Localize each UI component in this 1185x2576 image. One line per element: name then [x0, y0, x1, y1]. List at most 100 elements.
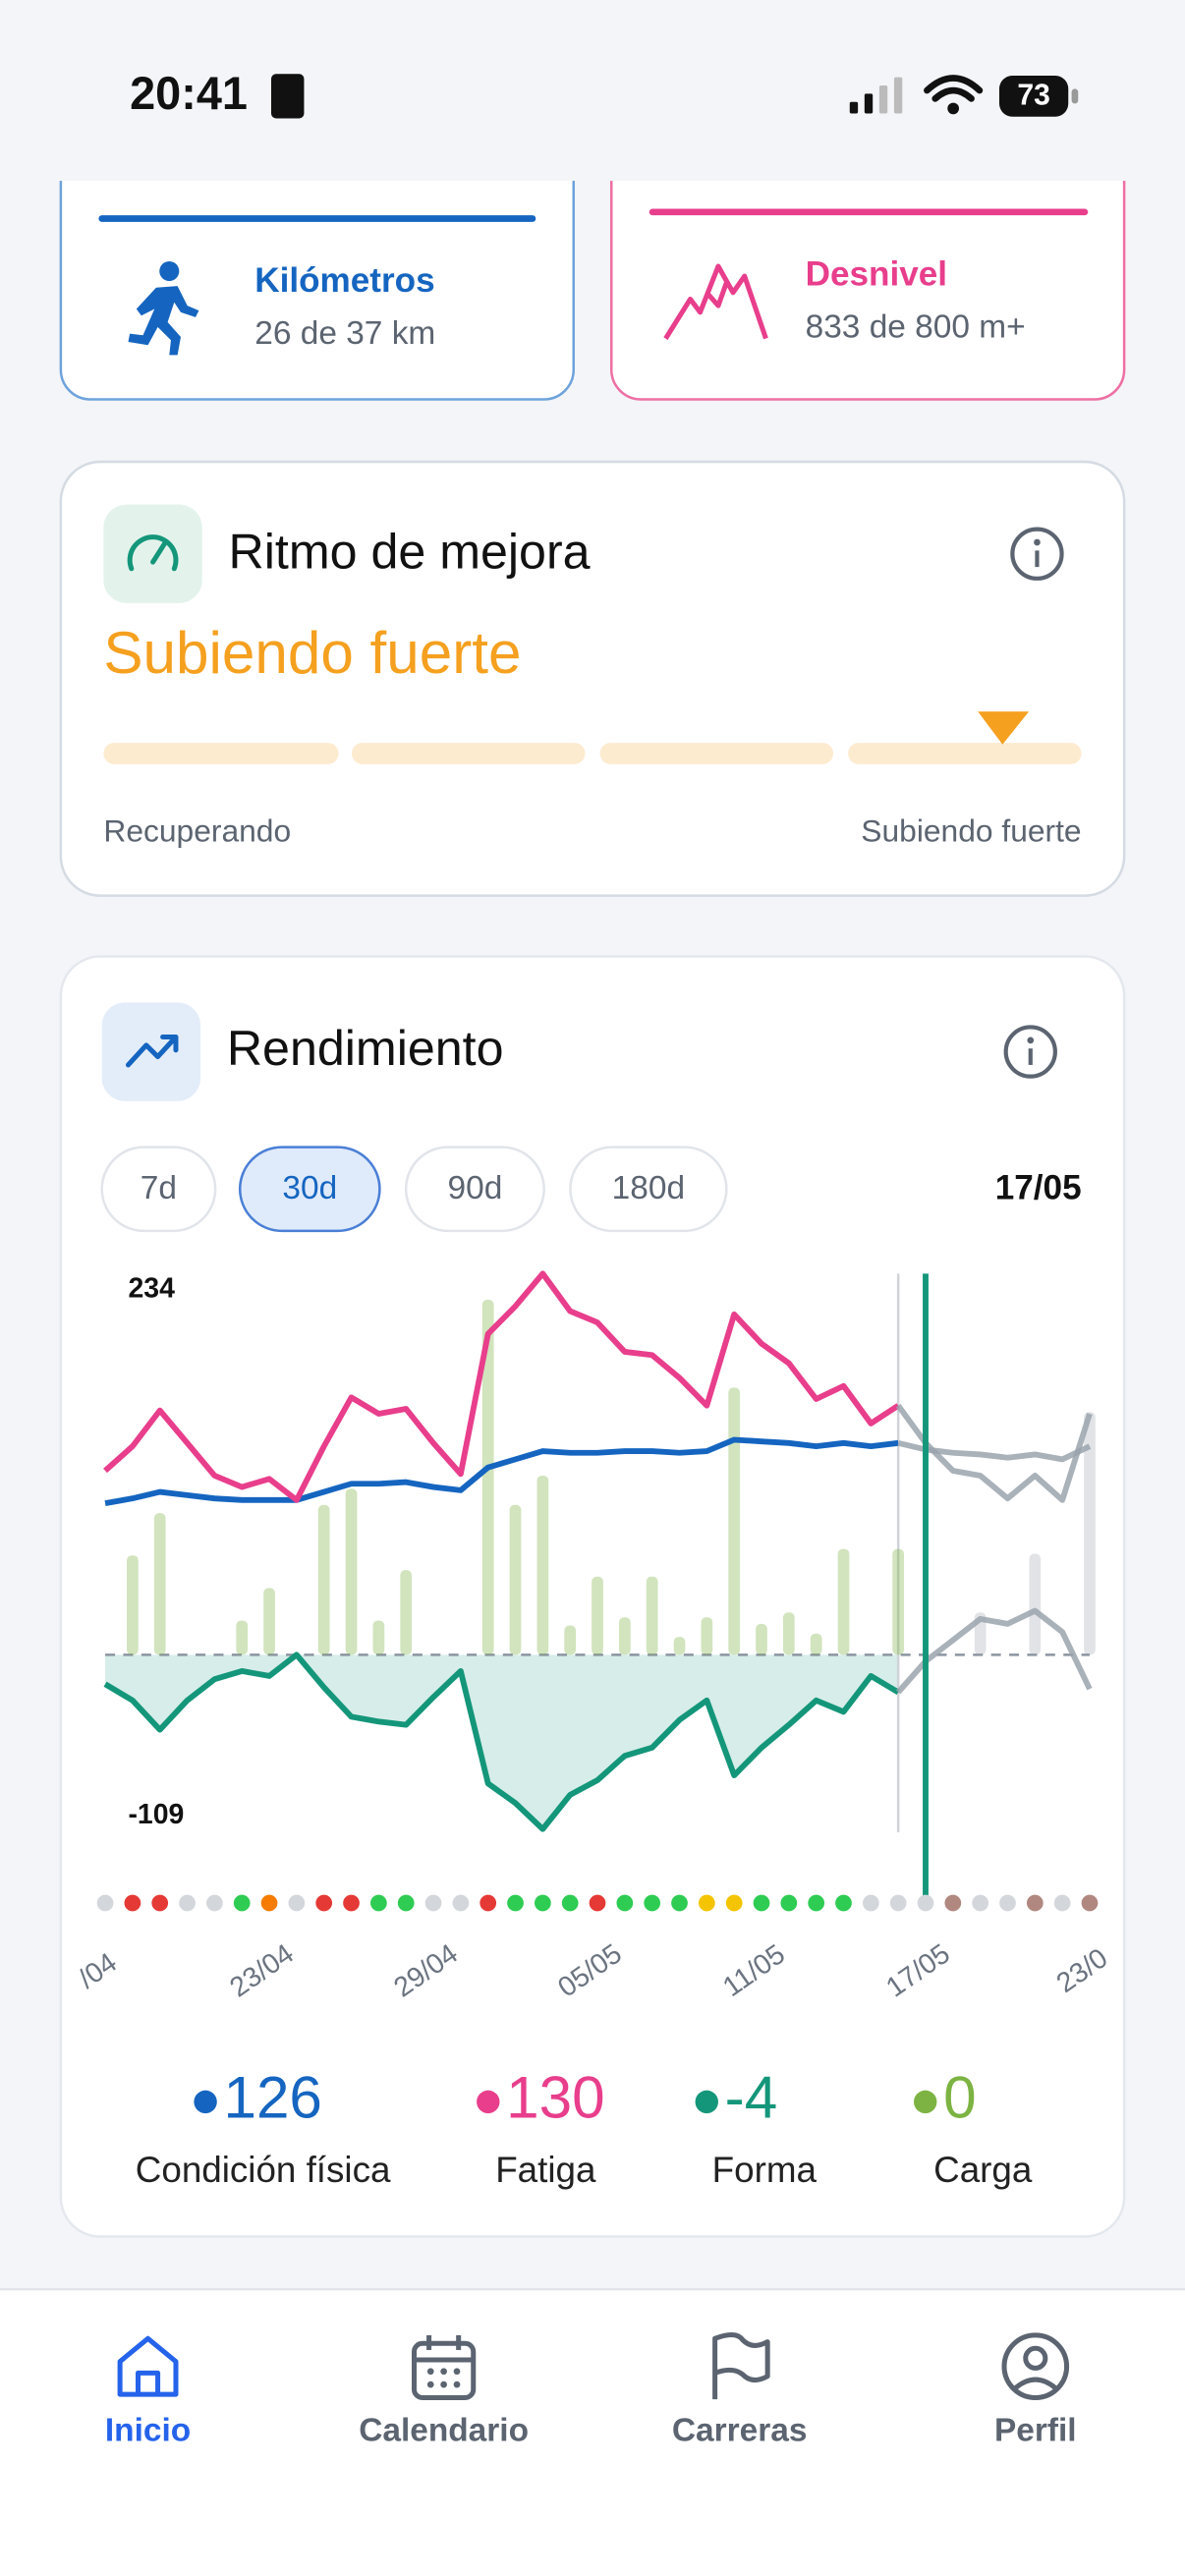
ritmo-marker — [978, 711, 1030, 745]
bar — [837, 1548, 850, 1655]
bar — [236, 1620, 249, 1655]
calendar-icon[interactable] — [412, 2334, 477, 2400]
scale-label: Subiendo fuerte — [861, 812, 1081, 848]
ritmo-status: Subiendo fuerte — [103, 619, 521, 686]
bar — [345, 1488, 358, 1655]
day-status-dot — [1081, 1894, 1099, 1912]
status-bar — [0, 0, 1185, 182]
legend-label: Carga — [933, 2150, 1033, 2190]
goal-label: Kilómetros — [254, 261, 434, 300]
flag-icon[interactable] — [712, 2331, 770, 2400]
summary-value: 0 — [943, 2063, 976, 2130]
selected-date: 17/05 — [995, 1168, 1082, 1206]
goal-detail: 833 de 800 m+ — [806, 308, 1026, 345]
day-status-dot — [124, 1894, 141, 1912]
bar — [400, 1570, 413, 1655]
ritmo-scale — [103, 743, 1082, 764]
runner-icon — [128, 260, 199, 356]
bar — [892, 1548, 905, 1655]
nav-labels: Inicio Calendario Carreras Perfil — [105, 2412, 1077, 2448]
bar — [317, 1504, 330, 1655]
status-time: 20:41 — [130, 68, 248, 119]
summary-value: 126 — [223, 2063, 321, 2130]
bar — [673, 1637, 686, 1655]
day-status-dot — [260, 1894, 278, 1912]
day-status-dot — [944, 1894, 962, 1912]
card-title: Ritmo de mejora — [229, 525, 591, 580]
status-icon — [270, 74, 305, 119]
day-status-dot — [561, 1894, 579, 1912]
goal-detail: 26 de 37 km — [254, 315, 435, 352]
legend-label: Condición física — [136, 2150, 391, 2190]
nav-label[interactable]: Perfil — [994, 2412, 1077, 2448]
summary-value: -4 — [725, 2063, 778, 2130]
bar — [756, 1623, 767, 1655]
gauge-icon — [127, 534, 179, 572]
legend-label: Fatiga — [495, 2150, 596, 2190]
day-status-dot — [1053, 1894, 1071, 1912]
bar — [509, 1504, 522, 1655]
series-line — [895, 1403, 1093, 1503]
y-tick-label: -109 — [128, 1799, 184, 1830]
scale-label: Recuperando — [103, 812, 291, 848]
ritmo-card — [59, 460, 1126, 897]
range-tab-label[interactable]: 7d — [141, 1170, 177, 1206]
day-status-dot — [917, 1894, 934, 1912]
day-status-dot — [179, 1894, 196, 1912]
bar — [372, 1620, 385, 1655]
chart: 234-109/04 23/04 29/04 05/05 11/05 17/05 23/01… — [73, 1270, 1113, 2190]
info-icon[interactable] — [1003, 1025, 1057, 1079]
series-line — [895, 1607, 1093, 1695]
calendar-dots — [426, 2368, 461, 2388]
day-status-dot — [999, 1894, 1016, 1912]
day-status-dot — [671, 1894, 688, 1912]
day-status-dot — [534, 1894, 551, 1912]
range-tab[interactable] — [404, 1146, 545, 1233]
range-tab-label[interactable]: 180d — [612, 1170, 685, 1206]
range-tab[interactable] — [569, 1146, 728, 1233]
bar — [592, 1576, 603, 1655]
legend-dot — [477, 2090, 500, 2114]
range-tab[interactable] — [100, 1146, 217, 1233]
day-status-dot — [725, 1894, 743, 1912]
goal-label: Desnivel — [806, 254, 947, 293]
day-status-dot — [507, 1894, 524, 1912]
range-tab[interactable] — [238, 1146, 381, 1233]
day-status-dot — [589, 1894, 606, 1912]
day-status-dot — [233, 1894, 251, 1912]
series-line — [104, 1436, 899, 1507]
bar — [564, 1625, 577, 1655]
card-title: Rendimiento — [227, 1021, 504, 1076]
nav-label[interactable]: Inicio — [105, 2412, 191, 2448]
day-status-dot — [370, 1894, 387, 1912]
bar — [618, 1617, 631, 1655]
day-status-dot — [835, 1894, 852, 1912]
profile-icon[interactable] — [1001, 2332, 1070, 2400]
home-icon[interactable] — [117, 2335, 179, 2397]
bar — [536, 1475, 549, 1655]
day-status-dot — [206, 1894, 223, 1912]
day-status-dot — [616, 1894, 634, 1912]
legend-dot — [194, 2090, 217, 2114]
nav-label[interactable]: Carreras — [672, 2412, 808, 2448]
summary-value: 130 — [506, 2063, 604, 2130]
battery-icon — [998, 75, 1069, 117]
bar — [1029, 1553, 1042, 1655]
legend-dot — [695, 2090, 718, 2114]
day-status-dot — [397, 1894, 415, 1912]
info-icon[interactable] — [1010, 527, 1064, 581]
day-status-dot — [480, 1894, 497, 1912]
day-status-dot — [315, 1894, 333, 1912]
day-status-dot — [753, 1894, 770, 1912]
series-line — [103, 1270, 900, 1503]
day-status-dot — [972, 1894, 989, 1912]
nav-label[interactable]: Calendario — [359, 2412, 529, 2448]
signal-icon — [849, 77, 903, 114]
range-tab-label[interactable]: 30d — [282, 1170, 337, 1206]
bar — [263, 1588, 275, 1655]
day-status-dot — [808, 1894, 825, 1912]
range-tab-label[interactable]: 90d — [448, 1170, 503, 1206]
day-status-dot — [96, 1894, 114, 1912]
wifi-icon — [924, 75, 984, 102]
